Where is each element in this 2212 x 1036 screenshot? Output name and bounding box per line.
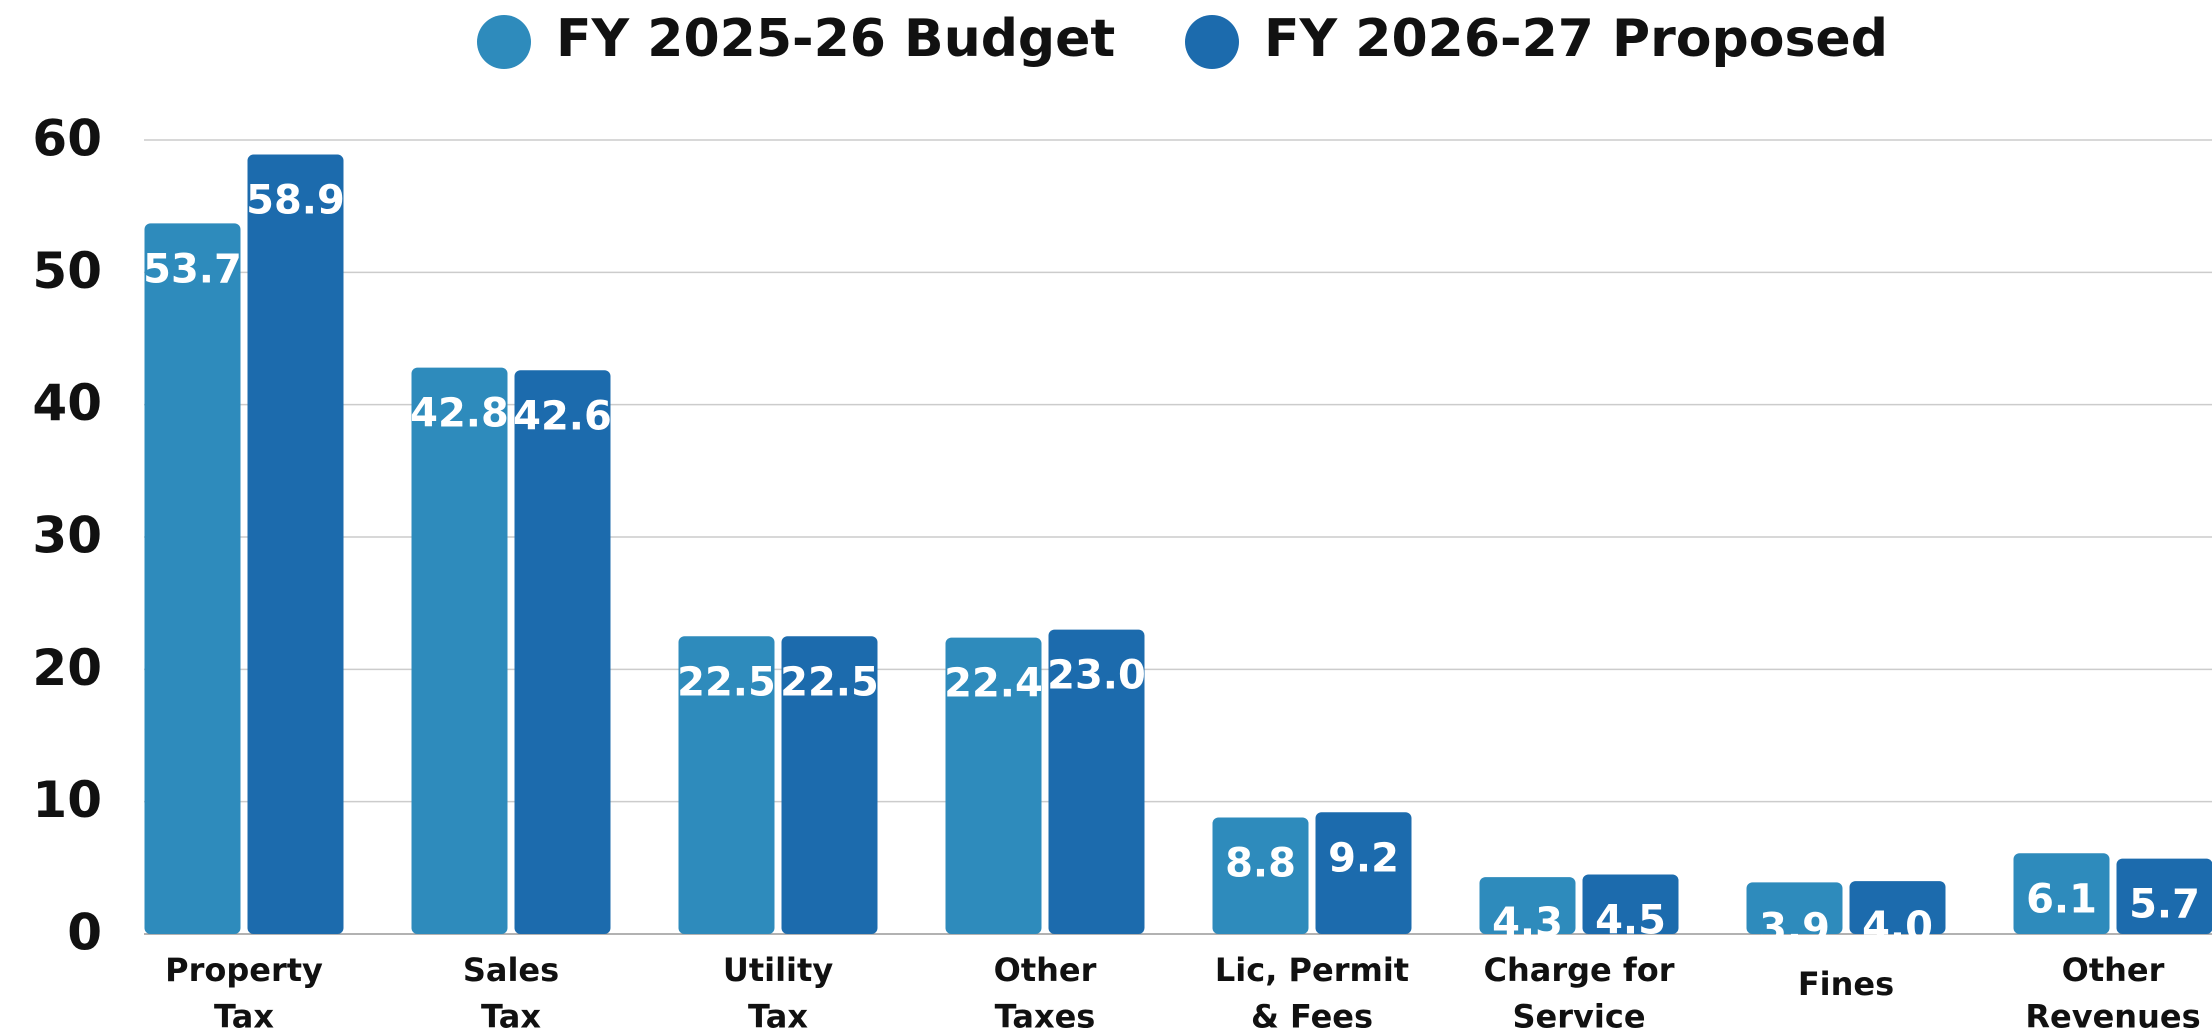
x-tick-label: Other Taxes — [994, 951, 1097, 1035]
bar — [247, 154, 344, 935]
y-tick-label: 30 — [32, 507, 102, 565]
legend-swatch — [1185, 15, 1239, 69]
bar — [1746, 882, 1843, 934]
y-tick-label: 10 — [32, 771, 102, 829]
value-label: 4.5 — [1595, 897, 1666, 943]
value-label: 58.9 — [246, 178, 345, 224]
value-label: 4.3 — [1492, 900, 1563, 946]
bar — [2013, 853, 2110, 934]
bar — [678, 636, 775, 934]
value-label: 4.0 — [1862, 904, 1933, 950]
x-tick-label: Sales Tax — [463, 951, 559, 1035]
value-label: 22.5 — [677, 659, 776, 705]
value-label: 42.6 — [513, 393, 612, 439]
value-label: 3.9 — [1759, 905, 1830, 951]
bar — [1048, 629, 1145, 934]
value-label: 8.8 — [1225, 841, 1296, 887]
value-label: 23.0 — [1047, 653, 1146, 699]
x-tick-label: Other Revenues — [2025, 951, 2200, 1035]
bar — [1582, 874, 1679, 934]
value-label: 42.8 — [410, 391, 509, 437]
x-tick-label: Charge for Service — [1483, 951, 1674, 1035]
bar — [144, 223, 241, 934]
y-tick-label: 50 — [32, 242, 102, 300]
bar — [1479, 877, 1576, 934]
x-tick-label: Fines — [1798, 965, 1894, 1003]
y-tick-label: 60 — [32, 110, 102, 168]
value-label: 22.4 — [944, 661, 1043, 707]
y-tick-label: 40 — [32, 374, 102, 432]
x-tick-label: Lic, Permit & Fees — [1215, 951, 1409, 1035]
value-label: 53.7 — [143, 246, 242, 292]
bar — [2116, 858, 2212, 934]
legend-label: FY 2026-27 Proposed — [1264, 9, 1888, 69]
legend-swatch — [477, 15, 531, 69]
x-tick-label: Utility Tax — [723, 951, 833, 1035]
bar — [1315, 812, 1412, 934]
bar — [1849, 881, 1946, 934]
y-tick-label: 0 — [67, 904, 102, 962]
bar — [514, 370, 611, 934]
value-label: 6.1 — [2026, 876, 2097, 922]
legend-label: FY 2025-26 Budget — [556, 9, 1115, 69]
y-tick-label: 20 — [32, 639, 102, 697]
value-label: 22.5 — [780, 659, 879, 705]
bar — [945, 637, 1042, 934]
value-label: 9.2 — [1328, 835, 1399, 881]
bar — [411, 367, 508, 934]
value-label: 5.7 — [2129, 882, 2200, 928]
bar — [781, 636, 878, 934]
x-tick-label: Property Tax — [165, 951, 323, 1035]
bar — [1212, 817, 1309, 934]
